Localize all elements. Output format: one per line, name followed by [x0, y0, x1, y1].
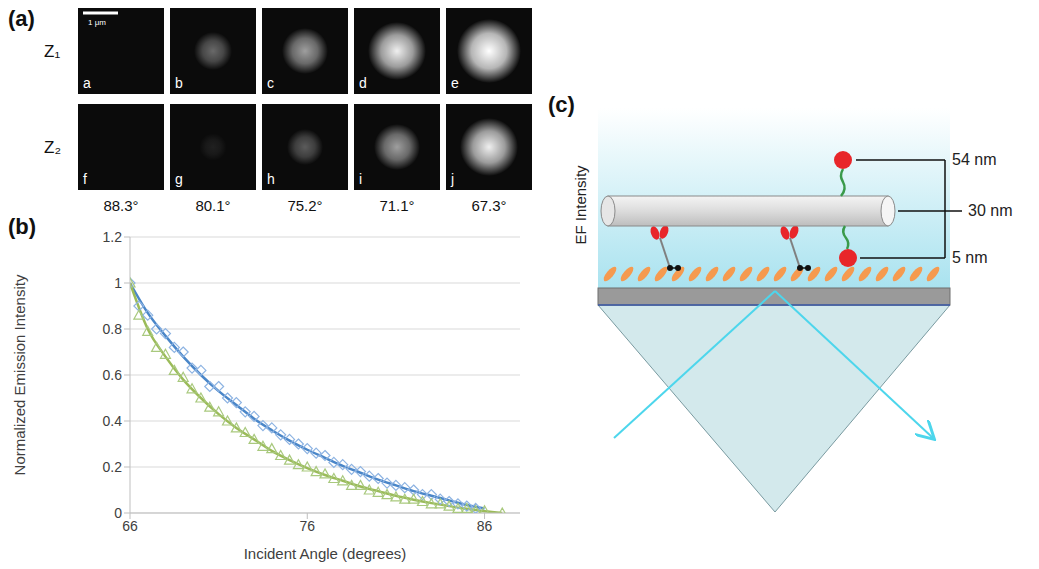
html-text:71.1°: 71.1° [379, 197, 415, 214]
svg-text:g: g [175, 171, 183, 187]
html-text:Z₂: Z₂ [44, 138, 61, 157]
svg-text:0.2: 0.2 [103, 459, 123, 475]
svg-text:76: 76 [299, 518, 315, 534]
svg-text:1: 1 [114, 275, 122, 291]
html-text:80.1°: 80.1° [195, 197, 231, 214]
svg-text:b: b [175, 75, 183, 91]
svg-text:Normalized Emission Intensity: Normalized Emission Intensity [11, 274, 28, 475]
svg-text:e: e [451, 75, 459, 91]
svg-text:0.6: 0.6 [103, 367, 123, 383]
svg-text:30 nm: 30 nm [968, 202, 1012, 219]
svg-text:f: f [83, 171, 87, 187]
svg-text:a: a [83, 75, 91, 91]
svg-text:0.8: 0.8 [103, 321, 123, 337]
html-text:75.2°: 75.2° [287, 197, 323, 214]
svg-text:j: j [450, 171, 454, 187]
svg-text:1.2: 1.2 [103, 229, 123, 245]
svg-text:5 nm: 5 nm [952, 249, 988, 266]
svg-text:66: 66 [122, 518, 138, 534]
svg-text:1 μm: 1 μm [88, 18, 106, 27]
svg-text:d: d [359, 75, 367, 91]
html-text:(c): (c) [548, 92, 575, 117]
html-text:Z₁: Z₁ [44, 42, 61, 61]
html-text:(a): (a) [8, 6, 35, 31]
svg-text:i: i [359, 171, 362, 187]
svg-text:Incident Angle (degrees): Incident Angle (degrees) [244, 545, 407, 562]
svg-text:54 nm: 54 nm [952, 151, 996, 168]
html-text:(b): (b) [8, 214, 37, 239]
svg-text:c: c [267, 75, 274, 91]
svg-text:h: h [267, 171, 275, 187]
html-text:67.3°: 67.3° [471, 197, 507, 214]
html-text:88.3°: 88.3° [103, 197, 139, 214]
svg-text:EF Intensity: EF Intensity [572, 165, 589, 245]
svg-text:86: 86 [477, 518, 493, 534]
svg-text:0.4: 0.4 [103, 413, 123, 429]
svg-text:0: 0 [114, 505, 122, 521]
